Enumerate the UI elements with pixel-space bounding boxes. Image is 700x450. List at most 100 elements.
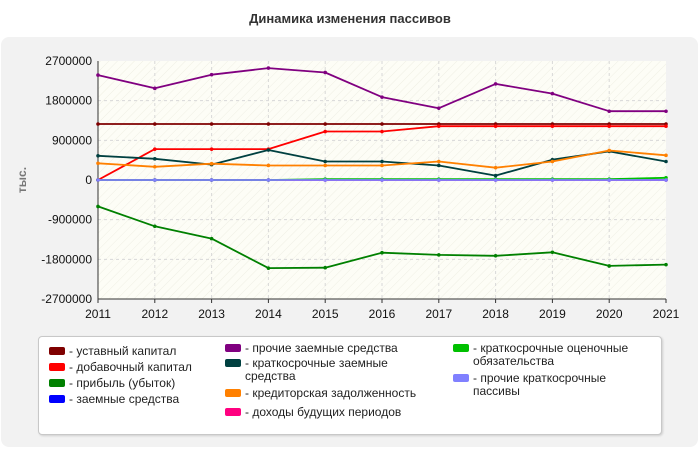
- data-point: [493, 254, 498, 258]
- data-point: [153, 86, 157, 91]
- data-point: [266, 66, 271, 70]
- data-point: [153, 157, 157, 161]
- data-point: [323, 129, 328, 134]
- data-point: [550, 250, 555, 255]
- x-tick-label: 2013: [198, 307, 225, 321]
- legend-swatch: [49, 395, 65, 403]
- data-point: [664, 124, 668, 129]
- data-point: [493, 173, 498, 178]
- data-point: [493, 124, 498, 129]
- legend-label: - кредиторская задолженность: [245, 386, 417, 400]
- data-point: [437, 253, 441, 257]
- data-point: [96, 73, 100, 77]
- data-point: [664, 159, 668, 164]
- x-tick-label: 2019: [539, 307, 566, 321]
- data-point: [323, 159, 328, 164]
- x-tick-label: 2012: [141, 307, 168, 321]
- legend-label: - прочие заемные средства: [245, 341, 398, 355]
- y-tick-label: 0: [85, 173, 92, 187]
- data-point: [266, 148, 271, 152]
- data-point: [323, 122, 328, 126]
- data-point: [607, 148, 611, 153]
- data-point: [380, 163, 384, 168]
- data-point: [209, 236, 214, 241]
- data-point: [437, 178, 441, 182]
- legend-swatch: [225, 344, 241, 352]
- data-point: [550, 178, 555, 182]
- data-point: [380, 122, 384, 126]
- data-point: [550, 124, 555, 129]
- x-tick-label: 2014: [255, 307, 282, 321]
- data-point: [380, 250, 384, 255]
- x-tick-label: 2015: [312, 307, 339, 321]
- data-point: [266, 163, 271, 168]
- data-point: [323, 163, 328, 168]
- data-point: [380, 95, 384, 99]
- legend-label: - прибыль (убыток): [69, 376, 176, 390]
- data-point: [266, 178, 271, 182]
- legend-label: - добавочный капитал: [69, 360, 192, 374]
- y-tick-label: 900000: [52, 133, 92, 147]
- x-tick-label: 2016: [369, 307, 396, 321]
- y-tick-label: 2700000: [45, 54, 92, 68]
- legend-swatch: [49, 347, 65, 355]
- data-point: [664, 178, 668, 182]
- legend-swatch: [49, 379, 65, 387]
- legend-swatch: [453, 344, 469, 352]
- x-tick-label: 2018: [482, 307, 509, 321]
- y-tick-label: -1800000: [41, 252, 92, 266]
- y-tick-label: -2700000: [41, 292, 92, 306]
- data-point: [607, 178, 611, 182]
- data-point: [607, 109, 611, 114]
- data-point: [607, 264, 611, 268]
- data-point: [209, 178, 214, 182]
- data-point: [323, 70, 328, 75]
- data-point: [153, 122, 157, 126]
- x-tick-label: 2011: [85, 307, 111, 321]
- data-point: [607, 124, 611, 129]
- data-point: [266, 122, 271, 126]
- legend-swatch: [49, 363, 65, 371]
- data-point: [664, 153, 668, 158]
- data-point: [209, 161, 214, 166]
- x-tick-label: 2021: [653, 307, 680, 321]
- y-axis-label: тыс.: [15, 167, 29, 193]
- data-point: [437, 106, 441, 110]
- chart-title: Динамика изменения пассивов: [249, 11, 451, 26]
- data-point: [437, 163, 441, 168]
- data-point: [96, 178, 100, 182]
- data-point: [96, 161, 100, 166]
- y-tick-label: -900000: [48, 213, 92, 227]
- data-point: [209, 122, 214, 126]
- data-point: [96, 153, 100, 158]
- legend-swatch: [225, 359, 241, 367]
- data-point: [437, 124, 441, 129]
- legend-label: - краткосрочные оценочные обязательства: [473, 341, 629, 368]
- x-tick-label: 2017: [425, 307, 452, 321]
- legend-swatch: [453, 374, 469, 382]
- data-point: [153, 224, 157, 229]
- legend: - уставный капитал - добавочный капитал - …: [38, 336, 662, 435]
- data-point: [323, 265, 328, 270]
- data-point: [380, 178, 384, 182]
- data-point: [380, 159, 384, 164]
- data-point: [493, 165, 498, 170]
- x-tick-label: 2020: [596, 307, 623, 321]
- data-point: [323, 178, 328, 182]
- data-point: [209, 72, 214, 77]
- data-point: [493, 178, 498, 182]
- y-tick-label: 1800000: [45, 94, 92, 108]
- data-point: [550, 91, 555, 96]
- data-point: [153, 164, 157, 169]
- legend-swatch: [225, 389, 241, 397]
- data-point: [664, 109, 668, 114]
- legend-swatch: [225, 408, 241, 416]
- legend-label: - заемные средства: [69, 392, 180, 406]
- data-point: [437, 159, 441, 164]
- legend-label: - прочие краткосрочные пассивы: [473, 371, 607, 398]
- data-point: [153, 147, 157, 151]
- legend-label: - уставный капитал: [69, 344, 177, 358]
- data-point: [153, 178, 157, 182]
- data-point: [266, 266, 271, 270]
